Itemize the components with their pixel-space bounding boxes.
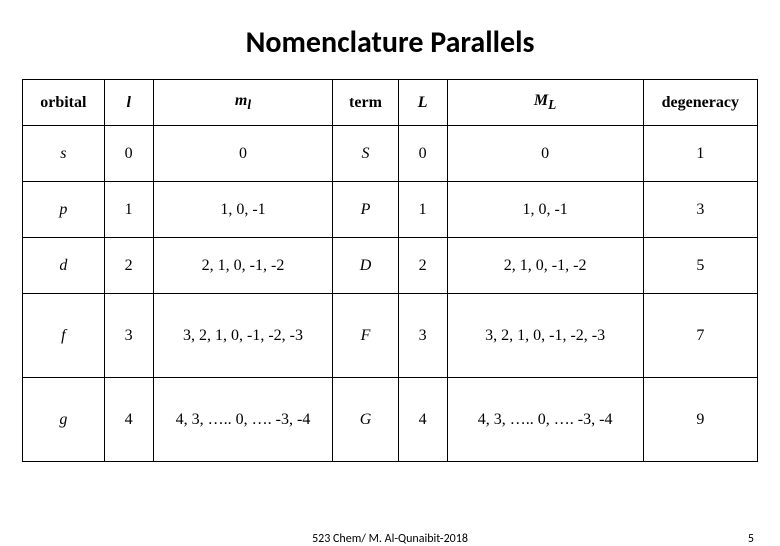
table-row: g44, 3, ….. 0, …. -3, -4G44, 3, ….. 0, …… (23, 378, 758, 462)
cell-ML: 4, 3, ….. 0, …. -3, -4 (447, 378, 643, 462)
col-ml-base: m (235, 92, 247, 109)
cell-L: 0 (398, 126, 447, 182)
cell-term: F (333, 294, 398, 378)
col-ml-sub: l (247, 97, 251, 112)
table-body: s00S001p11, 0, -1P11, 0, -13d22, 1, 0, -… (23, 126, 758, 462)
cell-orbital: p (23, 182, 105, 238)
slide-page: Nomenclature Parallels orbital l ml term… (0, 0, 780, 540)
col-l-label: l (126, 94, 130, 111)
cell-term: P (333, 182, 398, 238)
parallels-table: orbital l ml term L ML degeneracy s00S00… (22, 79, 758, 462)
cell-ml: 3, 2, 1, 0, -1, -2, -3 (153, 294, 333, 378)
cell-ML: 2, 1, 0, -1, -2 (447, 238, 643, 294)
page-title: Nomenclature Parallels (22, 24, 758, 61)
cell-degeneracy: 5 (643, 238, 757, 294)
cell-ml: 0 (153, 126, 333, 182)
cell-ML: 1, 0, -1 (447, 182, 643, 238)
col-L: L (398, 80, 447, 126)
cell-ml: 2, 1, 0, -1, -2 (153, 238, 333, 294)
cell-l: 1 (104, 182, 153, 238)
cell-term: D (333, 238, 398, 294)
cell-orbital: d (23, 238, 105, 294)
cell-l: 0 (104, 126, 153, 182)
cell-l: 3 (104, 294, 153, 378)
cell-degeneracy: 1 (643, 126, 757, 182)
cell-l: 4 (104, 378, 153, 462)
cell-ml: 4, 3, ….. 0, …. -3, -4 (153, 378, 333, 462)
cell-degeneracy: 9 (643, 378, 757, 462)
cell-L: 4 (398, 378, 447, 462)
cell-orbital: f (23, 294, 105, 378)
cell-ml: 1, 0, -1 (153, 182, 333, 238)
table-header-row: orbital l ml term L ML degeneracy (23, 80, 758, 126)
col-orbital: orbital (23, 80, 105, 126)
col-degeneracy: degeneracy (643, 80, 757, 126)
col-ml: ml (153, 80, 333, 126)
cell-degeneracy: 7 (643, 294, 757, 378)
cell-orbital: s (23, 126, 105, 182)
cell-term: S (333, 126, 398, 182)
col-ML: ML (447, 80, 643, 126)
cell-l: 2 (104, 238, 153, 294)
col-L-label: L (418, 94, 428, 111)
table-row: s00S001 (23, 126, 758, 182)
cell-ML: 0 (447, 126, 643, 182)
cell-L: 3 (398, 294, 447, 378)
col-ML-sub: L (548, 97, 556, 112)
col-ML-base: M (534, 92, 548, 109)
cell-degeneracy: 3 (643, 182, 757, 238)
table-row: d22, 1, 0, -1, -2D22, 1, 0, -1, -25 (23, 238, 758, 294)
table-row: p11, 0, -1P11, 0, -13 (23, 182, 758, 238)
cell-term: G (333, 378, 398, 462)
footer-text: 523 Chem/ M. Al-Qunaibit-2018 (312, 532, 468, 546)
col-term: term (333, 80, 398, 126)
cell-orbital: g (23, 378, 105, 462)
cell-L: 2 (398, 238, 447, 294)
cell-L: 1 (398, 182, 447, 238)
table-row: f33, 2, 1, 0, -1, -2, -3F33, 2, 1, 0, -1… (23, 294, 758, 378)
cell-ML: 3, 2, 1, 0, -1, -2, -3 (447, 294, 643, 378)
col-l: l (104, 80, 153, 126)
page-number: 5 (748, 532, 754, 546)
